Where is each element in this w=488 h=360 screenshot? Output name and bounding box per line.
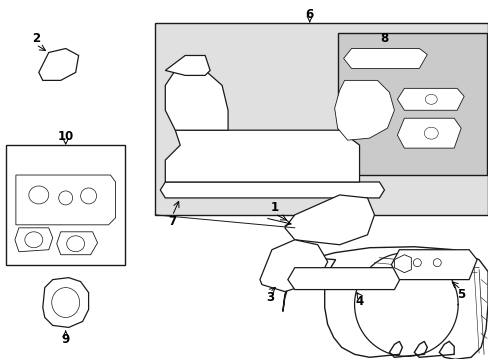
Polygon shape: [397, 88, 463, 110]
Text: 10: 10: [58, 130, 74, 143]
Polygon shape: [165, 130, 359, 182]
Polygon shape: [334, 80, 394, 140]
Text: 1: 1: [270, 201, 278, 215]
Text: 6: 6: [305, 8, 313, 21]
Polygon shape: [394, 255, 410, 273]
Text: 3: 3: [265, 291, 273, 304]
Polygon shape: [390, 250, 476, 280]
Text: 9: 9: [61, 333, 70, 346]
Polygon shape: [39, 49, 79, 80]
Polygon shape: [282, 247, 487, 359]
Polygon shape: [16, 175, 115, 225]
Polygon shape: [287, 268, 401, 289]
Polygon shape: [165, 71, 227, 130]
Ellipse shape: [52, 288, 80, 318]
Polygon shape: [285, 195, 374, 245]
Polygon shape: [42, 278, 88, 328]
Polygon shape: [6, 145, 125, 265]
Text: 5: 5: [456, 288, 465, 301]
Polygon shape: [260, 240, 327, 292]
Text: 2: 2: [32, 32, 40, 45]
Polygon shape: [165, 55, 210, 75]
Ellipse shape: [66, 236, 84, 252]
Text: 8: 8: [380, 32, 388, 45]
Ellipse shape: [432, 259, 440, 267]
Polygon shape: [337, 32, 486, 175]
Polygon shape: [15, 228, 53, 252]
Polygon shape: [57, 232, 98, 255]
Polygon shape: [155, 23, 487, 215]
Text: 7: 7: [168, 215, 176, 228]
Polygon shape: [160, 182, 384, 198]
Ellipse shape: [59, 191, 73, 205]
Ellipse shape: [412, 259, 421, 267]
Ellipse shape: [425, 94, 436, 104]
Ellipse shape: [29, 186, 49, 204]
Text: 4: 4: [355, 295, 363, 308]
Polygon shape: [343, 49, 427, 68]
Ellipse shape: [25, 232, 42, 248]
Ellipse shape: [424, 127, 437, 139]
Polygon shape: [397, 118, 460, 148]
Ellipse shape: [81, 188, 96, 204]
